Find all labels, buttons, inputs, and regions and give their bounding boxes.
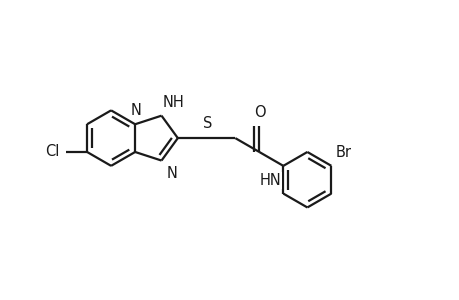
Text: Br: Br [335, 145, 351, 160]
Text: N: N [166, 167, 177, 182]
Text: NH: NH [162, 95, 184, 110]
Text: HN: HN [259, 173, 281, 188]
Text: Cl: Cl [45, 145, 60, 160]
Text: O: O [254, 105, 266, 120]
Text: S: S [202, 116, 212, 131]
Text: N: N [130, 103, 141, 118]
